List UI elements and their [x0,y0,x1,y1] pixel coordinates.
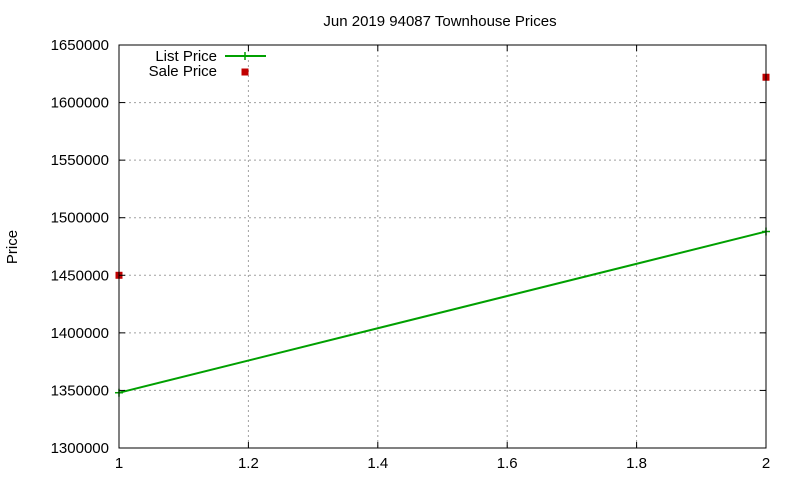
series-layer [115,73,770,397]
y-tick-labels: 1300000 1350000 1400000 1450000 1500000 15500… [51,37,109,457]
legend-label-list-price: List Price [155,48,217,65]
legend-sample-list-price [225,52,266,60]
plot-frame [118,44,767,449]
y-tick-label: 1550000 [51,152,109,169]
legend: List Price Sale Price [149,48,266,80]
y-tick-label: 1500000 [51,210,109,227]
legend-label-sale-price: Sale Price [149,63,217,80]
x-tick-label: 1.8 [626,455,647,472]
y-axis-label: Price [4,230,21,264]
legend-sample-sale-price [241,68,249,76]
legend-marker-sale-price [241,68,249,76]
y-tick-label: 1400000 [51,325,109,342]
grid-lines [119,45,766,448]
y-tick-label: 1350000 [51,382,109,399]
x-tick-label: 1.6 [497,455,518,472]
x-tick-label: 2 [762,455,770,472]
x-tick-label: 1.2 [238,455,259,472]
y-tick-label: 1600000 [51,95,109,112]
y-tick-label: 1650000 [51,37,109,54]
legend-marker-list-price [241,52,249,60]
chart-title: Jun 2019 94087 Townhouse Prices [323,13,556,30]
y-tick-label: 1450000 [51,267,109,284]
axis-ticks [118,44,767,449]
x-tick-labels: 1 1.2 1.4 1.6 1.8 2 [115,455,770,472]
y-tick-label: 1300000 [51,440,109,457]
x-tick-label: 1.4 [367,455,388,472]
x-tick-label: 1 [115,455,123,472]
list-price-line [118,230,767,394]
